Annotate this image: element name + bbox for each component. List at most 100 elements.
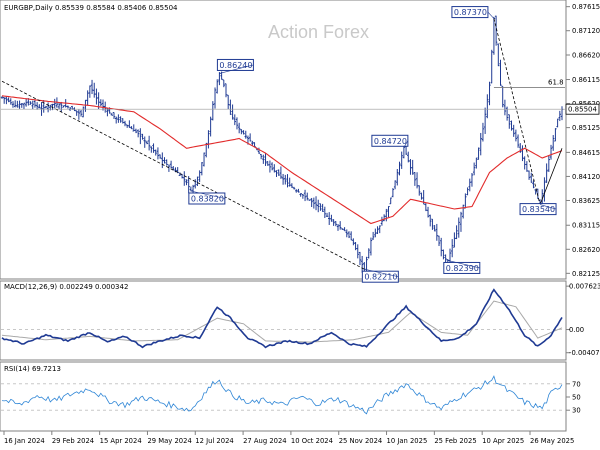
- ohlc-bar: [292, 186, 296, 190]
- ohlc-bar: [483, 107, 487, 134]
- ohlc-bar: [150, 146, 153, 153]
- x-tick-label: 15 Apr 2024: [100, 437, 142, 445]
- x-tick-label: 10 Oct 2024: [291, 437, 333, 445]
- ohlc-bar: [222, 79, 226, 88]
- y-tick-label: 0.82620: [572, 246, 600, 254]
- ohlc-bar: [231, 104, 234, 120]
- ohlc-bar: [211, 101, 215, 121]
- x-tick-label: 25 Nov 2024: [339, 437, 383, 445]
- ohlc-bar: [286, 174, 289, 188]
- overlays: 61.8 0.85504 0.86240 0.83820 0.84720 0.82210 0…: [1, 6, 600, 283]
- ohlc-bar: [429, 214, 432, 227]
- ohlc-bar: [314, 196, 318, 211]
- ohlc-bar: [104, 101, 107, 113]
- ohlc-bar: [347, 231, 351, 239]
- ohlc-bar: [527, 170, 531, 180]
- ohlc-bar: [330, 214, 333, 222]
- ohlc-bar: [461, 204, 465, 219]
- ohlc-bar: [248, 133, 252, 142]
- ohlc-bar: [455, 225, 458, 240]
- ohlc-bar: [516, 134, 520, 148]
- ohlc-bar: [433, 225, 436, 232]
- rsi-title: RSI(14) 69.7213: [4, 365, 61, 373]
- price-label: 0.87370: [451, 6, 495, 19]
- ohlc-bar: [88, 85, 92, 98]
- ohlc-bar: [558, 110, 562, 122]
- ohlc-bar: [371, 231, 375, 240]
- macd-panel: [0, 280, 567, 361]
- y-tick-label: 30: [572, 407, 581, 415]
- ohlc-bar: [147, 135, 151, 151]
- ohlc-bar: [143, 136, 146, 148]
- ohlc-bar: [514, 129, 518, 142]
- ohlc-bar: [338, 221, 342, 230]
- price-label-text: 0.82210: [364, 273, 397, 282]
- ohlc-bar: [35, 102, 39, 110]
- ohlc-bar: [319, 203, 322, 211]
- ohlc-bar: [279, 166, 283, 179]
- ohlc-bar: [99, 99, 103, 107]
- ohlc-bar: [259, 154, 263, 160]
- ohlc-bar: [284, 174, 287, 185]
- ohlc-bar: [501, 85, 504, 108]
- ohlc-bar: [385, 208, 388, 222]
- ohlc-bar: [29, 101, 32, 105]
- ohlc-bar: [44, 105, 48, 109]
- ohlc-bar: [360, 255, 364, 273]
- ohlc-bar: [242, 130, 245, 135]
- ohlc-bar: [411, 159, 414, 175]
- ohlc-bar: [393, 180, 397, 190]
- ohlc-bar: [387, 206, 390, 217]
- ohlc-bar: [400, 151, 403, 169]
- ohlc-bar: [552, 135, 555, 151]
- ohlc-bar: [341, 228, 344, 230]
- price-label: 0.86240: [216, 58, 254, 74]
- y-tick-label: 0.84120: [572, 173, 600, 181]
- main-panel: [0, 0, 567, 280]
- ohlc-bar: [16, 100, 19, 108]
- price-label-text: 0.82390: [446, 264, 479, 273]
- ohlc-bar: [82, 106, 85, 118]
- ohlc-bar: [431, 218, 434, 230]
- y-tick-label: 0.84615: [572, 149, 600, 157]
- ohlc-bar: [38, 104, 41, 109]
- ohlc-bar: [457, 217, 460, 238]
- ohlc-bar: [46, 102, 50, 113]
- ohlc-bar: [53, 98, 56, 109]
- ohlc-bar: [301, 194, 305, 199]
- y-tick-label: 0.82125: [572, 270, 600, 278]
- ohlc-bar: [270, 162, 274, 171]
- ohlc-bar: [240, 129, 243, 135]
- ohlc-bar: [128, 120, 131, 128]
- ohlc-bar: [20, 103, 23, 108]
- y-tick-label: 0.83115: [572, 222, 600, 230]
- ohlc-bar: [398, 161, 401, 176]
- ohlc-bar: [418, 185, 421, 196]
- y-tick-label: 0.85125: [572, 124, 600, 132]
- x-tick-label: 25 Feb 2025: [434, 437, 476, 445]
- ohlc-bar: [235, 117, 239, 130]
- ohlc-bar: [556, 118, 559, 128]
- ohlc-bar: [22, 102, 26, 110]
- ohlc-bar: [317, 199, 320, 213]
- ohlc-bar: [213, 87, 217, 109]
- support-line: [539, 148, 563, 205]
- ohlc-bar: [136, 129, 140, 138]
- ohlc-bar: [530, 172, 533, 183]
- x-tick-label: 27 Aug 2024: [243, 437, 287, 445]
- x-tick-label: 26 May 2025: [530, 437, 574, 445]
- ohlc-bar: [24, 98, 28, 107]
- price-label-text: 0.87370: [454, 8, 487, 17]
- main-y-axis: 0.876150.871200.866200.861150.856200.851…: [566, 3, 600, 278]
- ohlc-bar: [534, 189, 537, 195]
- ohlc-bar: [202, 152, 206, 167]
- ohlc-bar: [549, 144, 553, 160]
- downtrend-line: [1, 80, 365, 270]
- price-label: 0.84720: [371, 134, 409, 148]
- ohlc-bar: [459, 211, 463, 232]
- ohlc-bar: [334, 221, 338, 227]
- x-tick-label: 12 Jul 2024: [195, 437, 233, 445]
- y-tick-label: 0.007623: [569, 283, 600, 291]
- y-tick-label: 0.86620: [572, 52, 600, 60]
